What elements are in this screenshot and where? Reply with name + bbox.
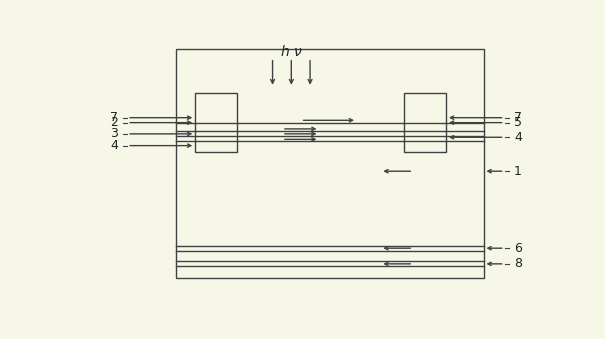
Text: 3: 3: [110, 127, 118, 140]
Text: 4: 4: [110, 139, 118, 152]
Text: 4: 4: [514, 131, 522, 144]
Text: 8: 8: [514, 257, 522, 271]
Text: 7: 7: [110, 111, 118, 124]
Text: 7: 7: [514, 111, 522, 124]
Text: 2: 2: [110, 116, 118, 129]
Text: 5: 5: [514, 116, 522, 129]
Bar: [177, 48, 483, 278]
Bar: [404, 93, 446, 152]
Text: h $\nu$: h $\nu$: [280, 44, 302, 59]
Text: 6: 6: [514, 242, 522, 255]
Bar: [195, 93, 237, 152]
Text: 1: 1: [514, 165, 522, 178]
